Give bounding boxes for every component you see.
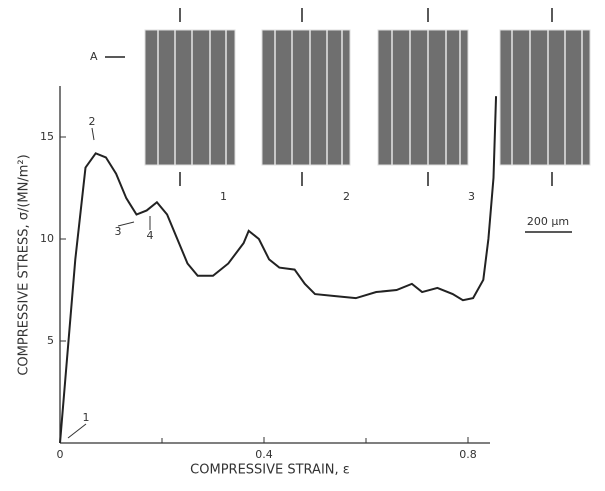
annotation-arrow: [67, 423, 87, 439]
x-axis-label: COMPRESSIVE STRAIN, ε: [190, 463, 350, 478]
inset-arrows: [105, 8, 553, 186]
insets: [105, 8, 591, 233]
inset-label: 3: [468, 190, 475, 203]
y-tick-label: 5: [47, 334, 54, 347]
annotation: 2: [89, 115, 96, 128]
x-tick-label: 0.8: [459, 448, 477, 461]
scale-label: 200 µm: [527, 215, 569, 228]
annotation: 1: [83, 411, 90, 424]
annotation-arrow: [117, 221, 135, 227]
y-axis-label: COMPRESSIVE STRESS, σ/(MN/m²): [17, 154, 32, 375]
annotation-arrow: [91, 127, 95, 141]
micrograph: [499, 29, 591, 166]
y-tick-label: 10: [40, 232, 54, 245]
micrograph: [144, 29, 236, 166]
annotation: 4: [147, 229, 154, 242]
line: [59, 96, 498, 444]
direction-label: A: [90, 50, 98, 63]
y-tick-label: 15: [40, 130, 54, 143]
x-tick-label: 0.4: [255, 448, 273, 461]
x-tick-label: 0: [57, 448, 64, 461]
fibres: [157, 30, 583, 165]
inset-label: 2: [343, 190, 350, 203]
inset-label: 1: [220, 190, 227, 203]
micrograph: [377, 29, 469, 166]
annotation: 3: [115, 225, 122, 238]
micrograph: [261, 29, 351, 166]
